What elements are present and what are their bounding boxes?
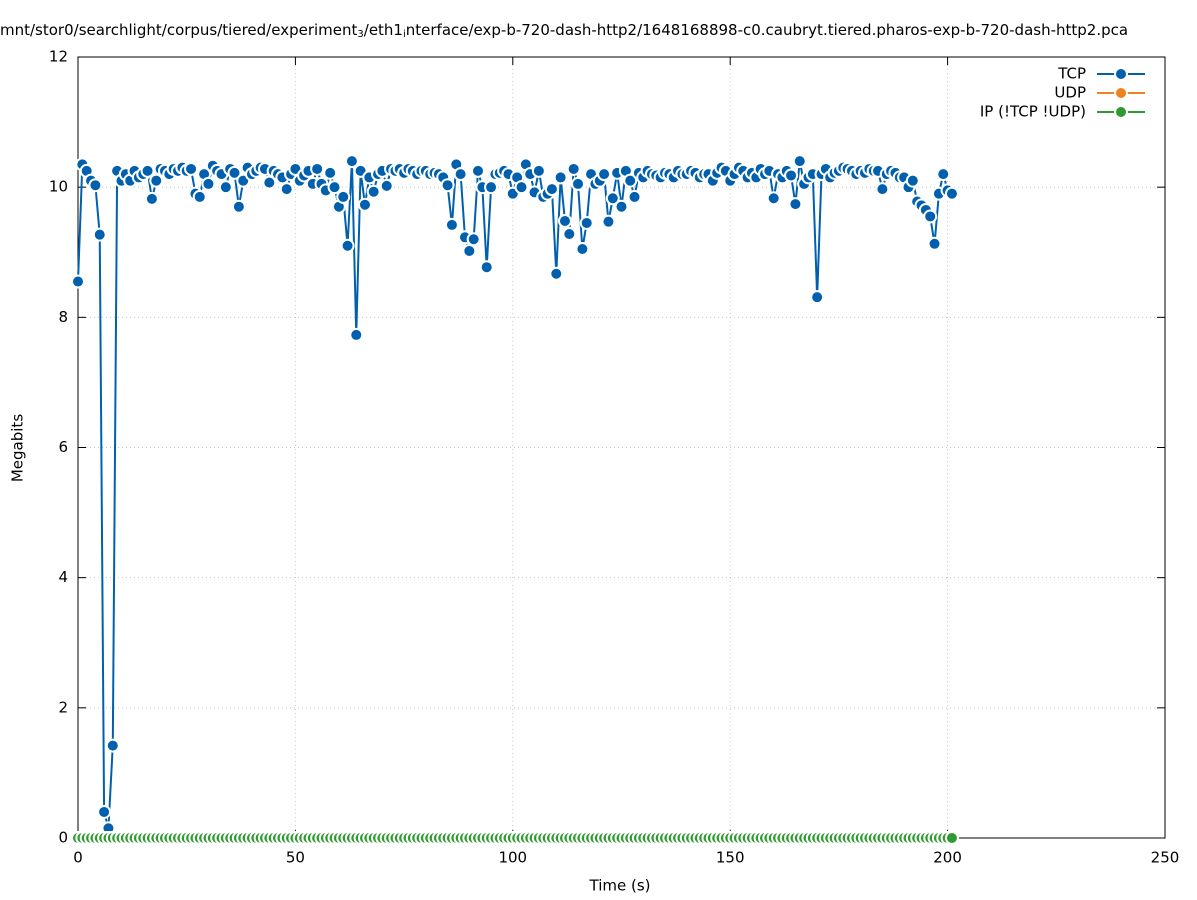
legend-label: IP (!TCP !UDP) [980,103,1086,121]
data-point [810,290,825,305]
data-point [571,176,586,191]
data-point [192,189,207,204]
data-point [327,180,342,195]
data-point [575,241,590,256]
x-tick-label: 250 [1151,849,1180,867]
legend-marker [1114,86,1128,100]
data-point [279,182,294,197]
data-point [605,191,620,206]
y-tick-label: 12 [49,48,68,66]
data-point [340,238,355,253]
data-point [366,184,381,199]
data-point [336,189,351,204]
legend-marker [1114,105,1128,119]
data-point [466,232,481,247]
legend-label: UDP [1054,84,1086,102]
data-point [623,173,638,188]
y-axis-label: Megabits [9,414,27,482]
data-point [792,154,807,169]
data-point [927,236,942,251]
data-point [875,182,890,197]
data-point [484,180,499,195]
data-point [557,214,572,229]
legend-label: TCP [1057,65,1086,83]
data-point [349,327,364,342]
data-point [601,214,616,229]
data-point [444,217,459,232]
x-tick-label: 0 [73,849,83,867]
data-point [531,163,546,178]
data-point [579,215,594,230]
x-axis-label: Time (s) [589,877,651,895]
y-tick-label: 10 [49,178,68,196]
x-tick-label: 50 [286,849,305,867]
data-point [514,180,529,195]
data-point [201,176,216,191]
y-tick-label: 6 [58,438,68,456]
title-subscript: i [403,29,406,40]
x-tick-label: 200 [933,849,962,867]
data-point [453,167,468,182]
data-point [379,178,394,193]
y-tick-label: 4 [58,568,68,586]
data-point [562,227,577,242]
x-tick-label: 150 [716,849,745,867]
data-point [462,243,477,258]
data-point [479,260,494,275]
data-point [71,274,85,289]
data-point [323,165,338,180]
data-point [766,191,781,206]
data-point [549,266,564,281]
y-tick-label: 0 [58,829,68,847]
y-tick-label: 2 [58,698,68,716]
data-point [144,191,159,206]
title-part: /eth1 [364,21,403,39]
data-point [553,170,568,185]
data-point [923,209,938,224]
data-point [614,199,629,214]
data-point [344,154,359,169]
data-point [905,173,920,188]
data-point [184,161,199,176]
data-point [440,178,455,193]
chart-title: mnt/stor0/searchlight/corpus/tiered/expe… [0,21,1128,41]
data-point [357,197,372,212]
title-part: mnt/stor0/searchlight/corpus/tiered/expe… [0,21,357,39]
data-point [227,165,242,180]
data-point [88,178,103,193]
data-point [544,182,559,197]
data-point [231,199,246,214]
data-point [149,173,164,188]
data-point [784,168,799,183]
data-point [471,163,486,178]
data-point [597,167,612,182]
data-point [140,163,155,178]
data-point [627,189,642,204]
data-point [944,831,959,845]
data-point [788,197,803,212]
data-point [262,175,277,190]
data-point [310,161,325,176]
y-tick-label: 8 [58,308,68,326]
data-point [566,161,581,176]
data-point [105,738,120,753]
data-point [92,227,107,242]
legend-marker [1114,67,1128,81]
data-point [936,167,951,182]
data-point [218,180,233,195]
title-part: nterface/exp-b-720-dash-http2/1648168898… [406,21,1128,39]
title-subscript: 3 [357,29,363,40]
data-point [97,804,112,819]
x-tick-label: 100 [498,849,527,867]
data-point [944,186,959,201]
